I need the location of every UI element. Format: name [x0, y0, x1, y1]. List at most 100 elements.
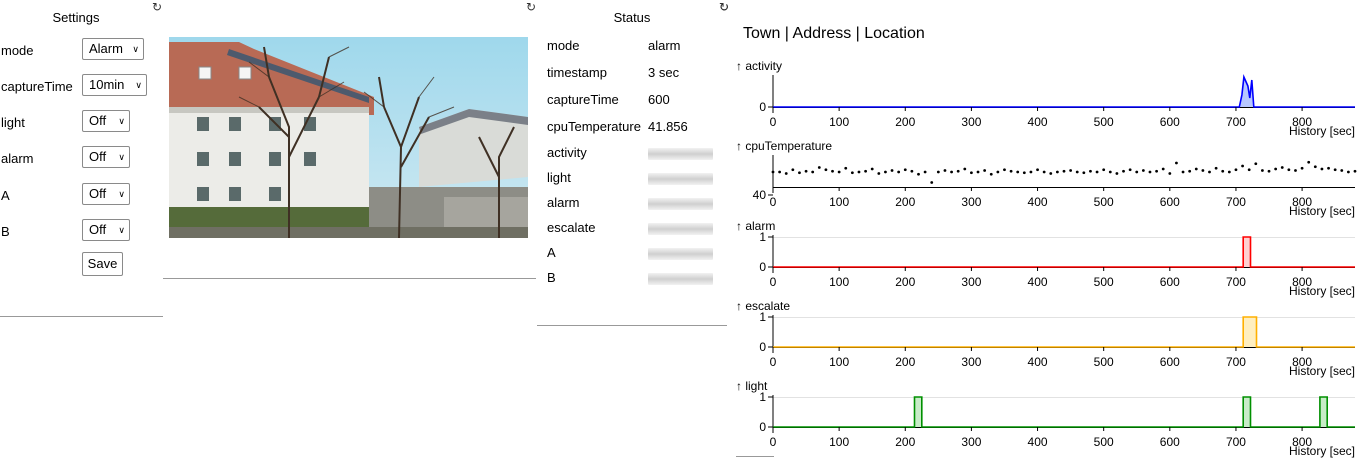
- mode-select[interactable]: Alarm ∨: [82, 38, 144, 60]
- x-tick-label: 800: [1292, 115, 1312, 129]
- data-point: [903, 168, 907, 172]
- chevron-down-icon: ∨: [118, 152, 125, 162]
- data-point: [857, 170, 861, 174]
- x-tick-label: 200: [895, 355, 915, 369]
- x-tick-label: 500: [1094, 355, 1114, 369]
- status-indicator-bar: [648, 223, 713, 235]
- status-panel: ↻ Status mode alarm timestamp 3 sec capt…: [537, 0, 730, 326]
- settings-refresh-icon[interactable]: ↻: [152, 0, 163, 14]
- mode-select-value: Alarm: [89, 41, 123, 56]
- light-select[interactable]: Off ∨: [82, 110, 130, 132]
- data-point: [989, 172, 993, 176]
- data-point: [811, 170, 815, 174]
- status-title: Status: [613, 10, 651, 25]
- y-tick-label: 0: [759, 420, 766, 434]
- data-point: [1247, 168, 1251, 172]
- data-point: [1294, 169, 1297, 172]
- data-point: [844, 166, 848, 170]
- data-point: [1115, 172, 1119, 175]
- camera-refresh-icon[interactable]: ↻: [526, 0, 537, 14]
- data-point: [771, 170, 775, 174]
- divider: [736, 456, 774, 457]
- data-point: [1267, 169, 1271, 173]
- series-line: [773, 236, 1355, 268]
- x-tick-label: 200: [895, 195, 915, 209]
- charts-panel: ↻ Town | Address | Location ↑ activity 0 0…: [719, 0, 1358, 458]
- data-point: [1234, 168, 1238, 172]
- y-tick-label: 1: [759, 230, 766, 244]
- x-tick-label: 300: [961, 195, 981, 209]
- data-point: [1029, 170, 1033, 174]
- setting-row-b: B Off ∨: [0, 219, 163, 245]
- y-tick-label: 1: [759, 310, 766, 324]
- data-point: [837, 170, 841, 174]
- x-tick-label: 300: [961, 355, 981, 369]
- charts-refresh-icon[interactable]: ↻: [719, 0, 730, 14]
- status-key: light: [547, 170, 571, 185]
- status-key: mode: [547, 38, 580, 53]
- status-value: 3 sec: [648, 65, 680, 80]
- a-select[interactable]: Off ∨: [82, 183, 130, 205]
- chart-title: ↑ cpuTemperature: [736, 139, 832, 153]
- data-point: [1188, 169, 1192, 173]
- data-point: [1082, 171, 1086, 175]
- alarm-select[interactable]: Off ∨: [82, 146, 130, 168]
- x-tick-label: 100: [829, 355, 849, 369]
- a-select-value: Off: [89, 186, 107, 201]
- setting-row-light: light Off ∨: [0, 110, 163, 136]
- data-point: [1016, 170, 1020, 174]
- x-tick-label: 0: [770, 435, 777, 449]
- data-point: [1175, 161, 1178, 165]
- data-point: [1122, 169, 1125, 173]
- data-point: [917, 172, 920, 176]
- setting-label-mode: mode: [1, 43, 34, 58]
- x-tick-label: 500: [1094, 275, 1114, 289]
- camera-image: [169, 37, 528, 238]
- data-point: [983, 169, 987, 172]
- chart-title: ↑ light: [736, 379, 768, 393]
- data-point: [1221, 169, 1225, 173]
- status-row-mode: mode alarm: [547, 38, 727, 58]
- x-tick-label: 400: [1028, 355, 1048, 369]
- status-value: 41.856: [648, 119, 688, 134]
- data-point: [1227, 170, 1231, 174]
- x-tick-label: 400: [1028, 435, 1048, 449]
- chevron-down-icon: ∨: [135, 80, 142, 90]
- data-point: [1241, 164, 1244, 168]
- setting-label-capturetime: captureTime: [1, 79, 73, 94]
- data-point: [1042, 170, 1046, 174]
- data-point: [1327, 166, 1330, 170]
- capturetime-select[interactable]: 10min ∨: [82, 74, 147, 96]
- data-point: [1155, 169, 1158, 173]
- setting-row-alarm: alarm Off ∨: [0, 146, 163, 172]
- settings-panel: ↻ Settings mode Alarm ∨ captureTime 10mi…: [0, 0, 163, 317]
- data-point: [976, 170, 980, 174]
- status-row-activity: activity: [547, 145, 727, 165]
- alarm-select-value: Off: [89, 149, 107, 164]
- status-refresh-icon[interactable]: ↻: [719, 0, 730, 14]
- data-point: [943, 169, 947, 172]
- data-point: [1055, 170, 1059, 174]
- status-key: activity: [547, 145, 587, 160]
- data-point: [1075, 170, 1079, 174]
- status-key: escalate: [547, 220, 596, 235]
- x-tick-label: 0: [770, 355, 777, 369]
- y-tick-label: 0: [759, 340, 766, 354]
- x-tick-label: 500: [1094, 435, 1114, 449]
- data-point: [817, 166, 821, 169]
- data-point: [1194, 167, 1198, 171]
- x-axis-label: History [sec]: [1289, 204, 1355, 218]
- chart-title: ↑ alarm: [736, 219, 775, 233]
- data-point: [1280, 166, 1284, 169]
- x-axis-label: History [sec]: [1289, 284, 1355, 298]
- b-select-value: Off: [89, 222, 107, 237]
- data-point: [1095, 170, 1099, 174]
- series-line: [773, 316, 1355, 348]
- b-select[interactable]: Off ∨: [82, 219, 130, 241]
- x-axis-label: History [sec]: [1289, 444, 1355, 458]
- save-button[interactable]: Save: [82, 252, 123, 276]
- location-title: Town | Address | Location: [743, 25, 925, 42]
- status-row-timestamp: timestamp 3 sec: [547, 65, 727, 85]
- status-indicator-bar: [648, 148, 713, 160]
- x-tick-label: 400: [1028, 115, 1048, 129]
